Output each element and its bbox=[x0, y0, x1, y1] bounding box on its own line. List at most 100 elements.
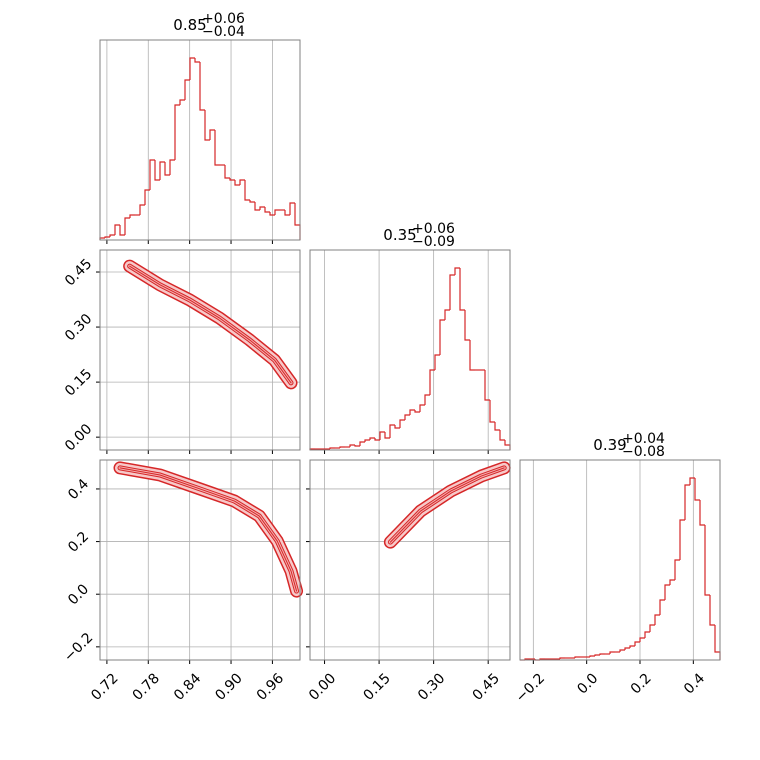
hist-step bbox=[634, 641, 640, 646]
hist-step bbox=[229, 178, 235, 181]
hist-step bbox=[619, 649, 625, 652]
y-tick-label: 0.4 bbox=[65, 476, 92, 503]
hist-step bbox=[174, 104, 180, 160]
hist-step bbox=[629, 645, 635, 648]
hist-step bbox=[339, 446, 345, 448]
hist-step bbox=[459, 268, 465, 311]
contour bbox=[113, 461, 304, 598]
hist-step bbox=[109, 234, 115, 237]
title-lower: −0.09 bbox=[412, 234, 455, 250]
x-tick-label: 0.96 bbox=[254, 670, 287, 703]
hist-step bbox=[284, 210, 290, 216]
hist-step bbox=[204, 110, 210, 141]
hist-step bbox=[399, 419, 405, 428]
hist-step bbox=[559, 657, 565, 659]
hist-step bbox=[264, 207, 270, 213]
hist-step bbox=[464, 310, 470, 341]
hist-step bbox=[449, 274, 455, 310]
hist-step bbox=[119, 225, 125, 236]
hist-step bbox=[244, 180, 250, 201]
y-tick-label: −0.2 bbox=[61, 630, 96, 665]
hist-step bbox=[214, 130, 220, 166]
panel-frame bbox=[99, 249, 301, 451]
panel-frame bbox=[309, 249, 511, 451]
hist-step bbox=[404, 414, 410, 420]
x-tick-label: 0.30 bbox=[415, 670, 448, 703]
x-tick-label: −0.2 bbox=[513, 670, 548, 705]
contour bbox=[383, 461, 511, 549]
hist-step bbox=[489, 400, 495, 423]
x-tick-label: 0.45 bbox=[470, 670, 503, 703]
title-upper: +0.06 bbox=[202, 11, 245, 27]
title-value: 0.39 bbox=[593, 436, 626, 454]
hist-step bbox=[194, 58, 200, 63]
hist-step bbox=[359, 441, 365, 446]
hist-step bbox=[114, 224, 120, 235]
hist-step bbox=[639, 637, 645, 642]
panel-frame bbox=[519, 459, 721, 661]
hist-step bbox=[104, 236, 110, 238]
hist-step bbox=[289, 202, 295, 215]
panel-title: 0.85 bbox=[173, 16, 206, 34]
hist-step bbox=[379, 431, 385, 440]
panel-frame bbox=[99, 39, 301, 241]
hist-step bbox=[389, 424, 395, 438]
contour-level bbox=[385, 462, 510, 548]
hist-step bbox=[179, 99, 185, 105]
hist-step bbox=[664, 584, 670, 600]
panel-title: 0.35 bbox=[383, 226, 416, 244]
x-tick-label: 0.15 bbox=[360, 670, 393, 703]
hist-step bbox=[434, 354, 440, 370]
hist-step bbox=[414, 410, 420, 413]
y-tick-label: 0.2 bbox=[65, 529, 92, 556]
hist-step bbox=[224, 165, 230, 179]
hist-step bbox=[684, 484, 690, 520]
hist-step bbox=[709, 595, 715, 626]
title-lower: −0.04 bbox=[202, 24, 245, 40]
hist-step bbox=[694, 478, 700, 501]
hist-step bbox=[124, 217, 130, 235]
x-tick-label: 0.4 bbox=[681, 670, 708, 697]
hist-step bbox=[274, 209, 280, 215]
title-upper: +0.04 bbox=[622, 431, 665, 447]
hist-step bbox=[149, 159, 155, 190]
hist-step bbox=[329, 447, 335, 449]
panel-title: 0.39 bbox=[593, 436, 626, 454]
hist-step bbox=[239, 179, 245, 185]
contour-level bbox=[119, 467, 298, 592]
hist-step bbox=[144, 189, 150, 205]
hist-step bbox=[714, 625, 721, 660]
hist-step bbox=[364, 439, 370, 442]
hist-step bbox=[154, 160, 160, 181]
hist-step bbox=[669, 579, 675, 585]
y-tick-label: 0.0 bbox=[65, 581, 92, 608]
x-tick-label: 0.72 bbox=[88, 670, 121, 703]
x-tick-label: 0.2 bbox=[628, 670, 655, 697]
hist-step bbox=[659, 599, 665, 615]
hist-step bbox=[704, 525, 710, 596]
hist-step bbox=[594, 654, 600, 656]
hist-step bbox=[234, 180, 240, 186]
hist-step bbox=[164, 162, 170, 176]
contour bbox=[123, 259, 298, 390]
hist-step bbox=[624, 647, 630, 650]
hist-step bbox=[199, 62, 205, 111]
hist-step bbox=[374, 438, 380, 441]
contour-level bbox=[129, 265, 292, 384]
title-lower: −0.08 bbox=[622, 444, 665, 460]
hist-step bbox=[644, 631, 650, 638]
hist-step bbox=[349, 444, 355, 447]
contour-level bbox=[389, 467, 505, 543]
hist-step bbox=[139, 204, 145, 215]
hist-step bbox=[574, 656, 580, 658]
hist-step bbox=[429, 369, 435, 395]
y-tick-label: 0.45 bbox=[62, 256, 95, 289]
panel-frame bbox=[99, 459, 301, 661]
hist-step bbox=[674, 559, 680, 580]
y-tick-label: 0.15 bbox=[62, 366, 95, 399]
hist-step bbox=[354, 445, 360, 447]
contour-level bbox=[127, 263, 294, 386]
title-upper: +0.06 bbox=[412, 221, 455, 237]
title-value: 0.85 bbox=[173, 16, 206, 34]
hist-step bbox=[169, 159, 175, 175]
